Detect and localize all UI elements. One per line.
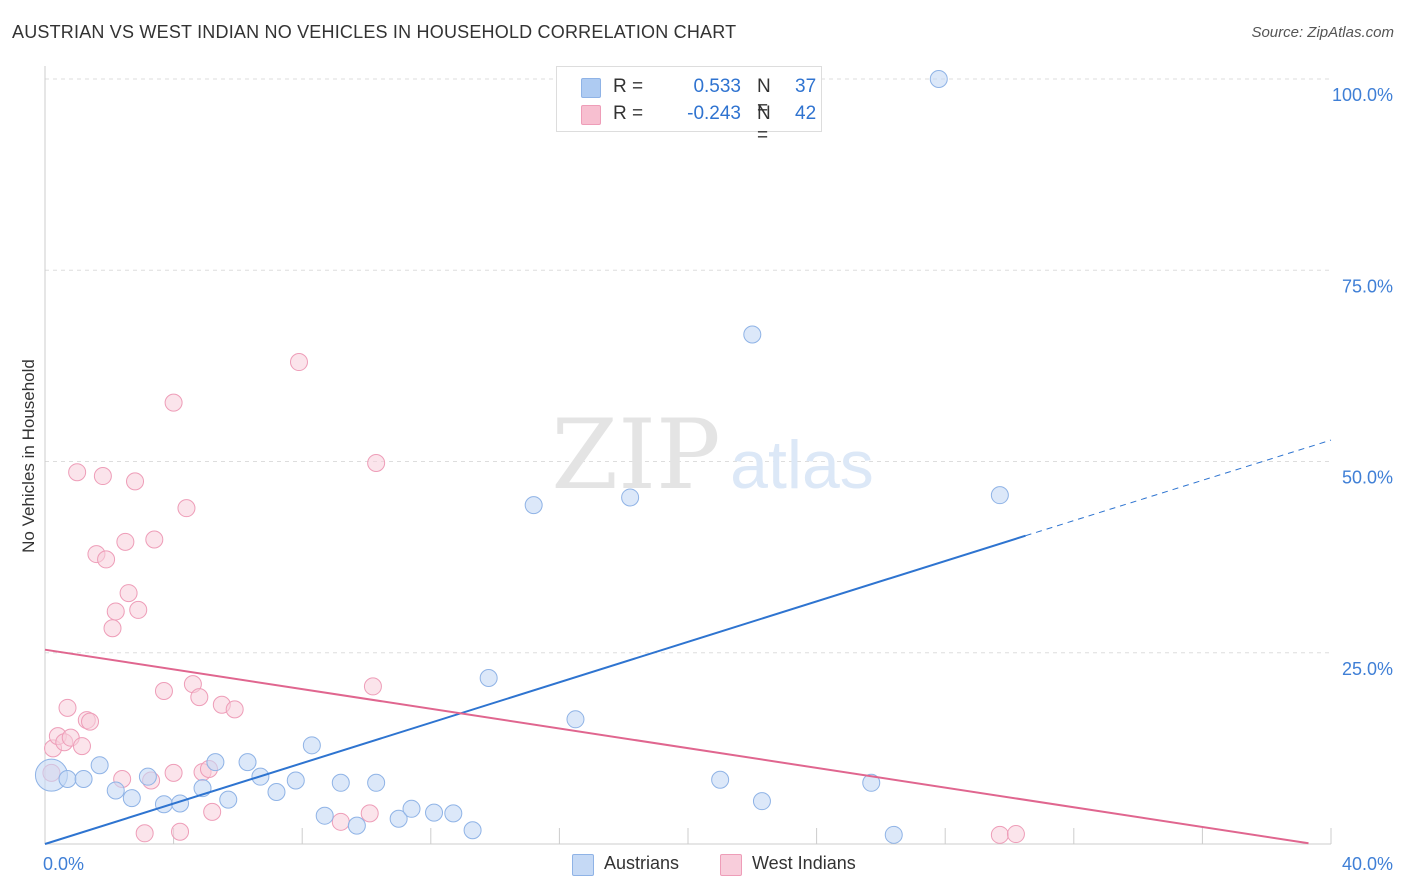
legend-label: West Indians [752,853,856,873]
west-indian-point [135,824,154,843]
west-indian-trend-line [44,648,1309,845]
austrian-point [367,773,386,792]
west-indian-point [164,393,183,412]
austrian-point [302,736,321,755]
y-tick-label: 50.0% [1342,468,1393,488]
austrians-swatch [581,78,601,98]
west-indian-point [190,688,209,707]
west-indian-point [106,602,125,621]
west-indian-point [367,454,386,473]
r-value: 0.533 [693,76,741,97]
austrian-point [389,809,408,828]
austrian-point [743,325,762,344]
west-indian-point [990,825,1009,844]
west-indian-point [81,712,100,731]
west-indian-point [103,619,122,638]
austrian-point [122,789,141,808]
austrian-point [138,767,157,786]
west-indian-point [72,737,91,756]
austrian-point [884,825,903,844]
west-indian-point [171,822,190,841]
r-label: R = [613,76,644,97]
austrian-point [106,781,125,800]
austrian-point [402,799,421,818]
n-value: 42 [795,103,817,124]
austrian-point [315,806,334,825]
west-indians-swatch [581,105,601,125]
west-indian-point [97,550,116,569]
n-label: N = [757,103,771,146]
x-tick-label: 40.0% [1342,854,1393,874]
west-indian-point [1006,825,1025,844]
austrian-point [929,70,948,88]
west-indian-point [129,600,148,619]
west-indian-point [93,467,112,486]
west-indian-point [145,530,164,549]
r-label: R = [613,103,644,124]
austrian-point [425,803,444,822]
west-indian-point [363,677,382,696]
austrian-point [752,792,771,811]
west-indian-point [68,463,87,482]
austrian-trend-line [44,534,1026,845]
austrian-point [444,804,463,823]
n-value: 37 [795,76,817,97]
austrian-point [566,710,585,729]
trend-lines [44,439,1332,845]
austrian-point [621,488,640,507]
west-indian-point [126,472,145,491]
austrian-point [58,769,77,788]
austrian-points [34,70,1009,844]
austrian-point [90,756,109,775]
west-indian-point [177,499,196,518]
west-indian-point [154,682,173,700]
austrian-trend-extension [1025,439,1332,537]
grid-lines [45,78,1331,654]
chart-title: AUSTRIAN VS WEST INDIAN NO VEHICLES IN H… [12,22,737,42]
legend-label: Austrians [604,853,680,873]
austrians-swatch [572,854,594,876]
tick-labels: 100.0% 75.0% 50.0% 25.0% 0.0% 40.0% [43,85,1393,874]
west-indian-point [58,698,77,717]
austrian-point [219,790,238,809]
austrian-point [347,816,366,835]
y-tick-label: 25.0% [1342,659,1393,679]
n-label: N = [757,76,771,119]
austrian-point [238,753,257,772]
y-axis-label: No Vehicles in Household [19,359,38,553]
y-tick-label: 75.0% [1342,276,1393,296]
source-label: Source: ZipAtlas.com [1251,24,1394,41]
west-indian-point [331,812,350,831]
austrian-point [463,821,482,840]
r-value: -0.243 [687,103,741,124]
west-indian-point [360,804,379,823]
austrian-point [267,782,286,801]
austrian-point [74,769,93,788]
correlation-legend: R = 0.533 N = 37 R = -0.243 N = 42 [556,66,822,146]
west-indian-point [119,584,138,603]
austrian-point [711,770,730,789]
west-indian-point [289,353,308,372]
watermark-atlas: atlas [730,427,874,503]
austrian-point [990,486,1009,505]
west-indians-swatch [720,854,742,876]
west-indian-points [42,353,1025,844]
austrian-point [286,771,305,790]
west-indian-point [116,532,135,551]
austrian-point [524,496,543,515]
watermark: ZIP atlas [551,399,873,511]
x-tick-label: 0.0% [43,854,84,874]
west-indian-point [203,802,222,821]
west-indian-point [225,700,244,719]
west-indian-point [164,763,183,782]
austrian-point [479,668,498,687]
y-tick-label: 100.0% [1332,85,1393,105]
austrian-point [331,773,350,792]
austrian-point [862,773,881,792]
austrian-point [206,753,225,772]
